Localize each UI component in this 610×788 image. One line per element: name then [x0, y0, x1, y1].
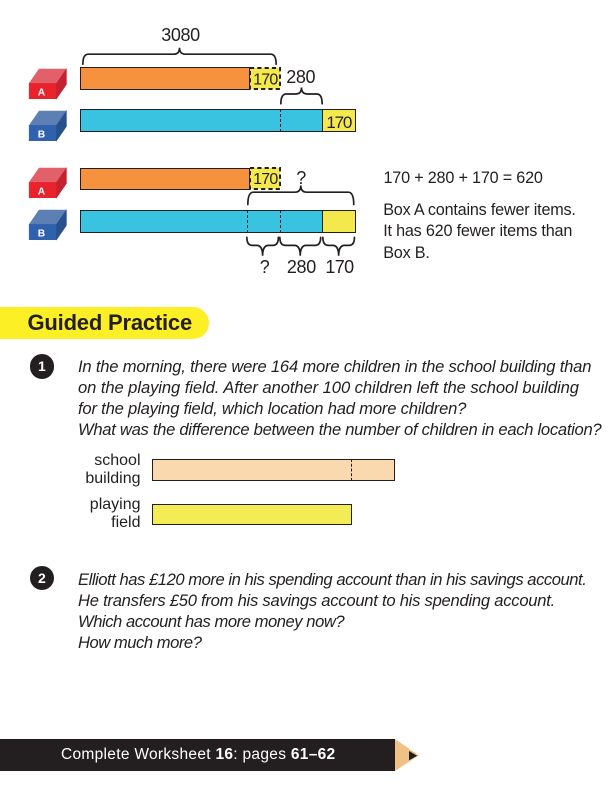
- svg-text:A: A: [37, 186, 45, 197]
- svg-text:170: 170: [253, 72, 278, 89]
- svg-text:B: B: [37, 129, 44, 140]
- svg-text:170: 170: [253, 171, 278, 188]
- svg-text:B: B: [37, 229, 44, 240]
- svg-text:A: A: [37, 88, 45, 99]
